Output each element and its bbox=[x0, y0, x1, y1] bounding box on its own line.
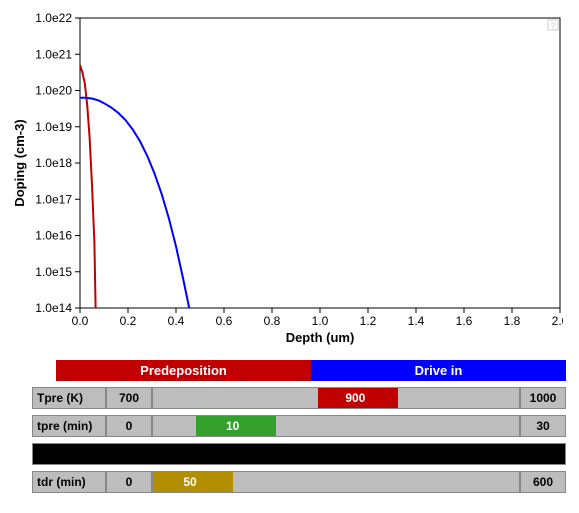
svg-text:Doping (cm-3): Doping (cm-3) bbox=[12, 119, 27, 206]
slider-tpre-min[interactable]: tpre (min)0 10 30 bbox=[32, 415, 566, 437]
svg-text:1.0e17: 1.0e17 bbox=[35, 192, 72, 206]
slider-min: 700 bbox=[106, 387, 152, 409]
legend-drive-in: Drive in bbox=[311, 360, 566, 381]
svg-text:0.8: 0.8 bbox=[264, 314, 281, 328]
slider-label: tdr (min) bbox=[32, 471, 106, 493]
svg-text:1.6: 1.6 bbox=[456, 314, 473, 328]
svg-text:1.0e21: 1.0e21 bbox=[35, 47, 72, 61]
svg-text:2.0: 2.0 bbox=[552, 314, 563, 328]
slider-label: Tpre (K) bbox=[32, 387, 106, 409]
legend-row: PredepositionDrive in bbox=[56, 360, 566, 381]
slider-tdr-min[interactable]: tdr (min)0 50 600 bbox=[32, 471, 566, 493]
chart-svg: ? 0.0 0.2 0.4 0.6 0.8 1.0 1.2 1.4 1.6 1.8 2.0 1.0e14… bbox=[8, 8, 563, 348]
slider-track[interactable]: 50 bbox=[152, 471, 520, 493]
svg-text:?: ? bbox=[550, 21, 555, 31]
svg-text:1.0e19: 1.0e19 bbox=[35, 120, 72, 134]
slider-max: 600 bbox=[520, 471, 566, 493]
svg-text:0.2: 0.2 bbox=[120, 314, 137, 328]
svg-text:1.0e18: 1.0e18 bbox=[35, 156, 72, 170]
svg-text:1.0e20: 1.0e20 bbox=[35, 84, 72, 98]
svg-text:1.8: 1.8 bbox=[504, 314, 521, 328]
svg-text:0.4: 0.4 bbox=[168, 314, 185, 328]
svg-text:1.0e16: 1.0e16 bbox=[35, 229, 72, 243]
svg-text:1.0: 1.0 bbox=[312, 314, 329, 328]
svg-text:1.0e22: 1.0e22 bbox=[35, 11, 72, 25]
slider-track[interactable]: 900 bbox=[152, 387, 520, 409]
svg-text:0.6: 0.6 bbox=[216, 314, 233, 328]
svg-text:1.4: 1.4 bbox=[408, 314, 425, 328]
slider-spacer bbox=[32, 443, 566, 465]
svg-text:Depth (um): Depth (um) bbox=[286, 330, 355, 345]
slider-label: tpre (min) bbox=[32, 415, 106, 437]
slider-min: 0 bbox=[106, 415, 152, 437]
legend-predeposition: Predeposition bbox=[56, 360, 311, 381]
slider-max: 30 bbox=[520, 415, 566, 437]
slider-track[interactable]: 10 bbox=[152, 415, 520, 437]
svg-text:1.2: 1.2 bbox=[360, 314, 377, 328]
svg-text:0.0: 0.0 bbox=[72, 314, 89, 328]
svg-text:1.0e14: 1.0e14 bbox=[35, 301, 72, 315]
slider-value: 50 bbox=[183, 475, 196, 489]
slider-tpre-k[interactable]: Tpre (K)700 900 1000 bbox=[32, 387, 566, 409]
slider-max: 1000 bbox=[520, 387, 566, 409]
sliders-panel: Tpre (K)7009001000tpre (min)01030tdr (mi… bbox=[8, 387, 571, 493]
slider-min: 0 bbox=[106, 471, 152, 493]
svg-text:1.0e15: 1.0e15 bbox=[35, 265, 72, 279]
slider-value: 10 bbox=[226, 419, 239, 433]
slider-value: 900 bbox=[345, 391, 365, 405]
doping-chart: ? 0.0 0.2 0.4 0.6 0.8 1.0 1.2 1.4 1.6 1.8 2.0 1.0e14… bbox=[8, 8, 563, 348]
